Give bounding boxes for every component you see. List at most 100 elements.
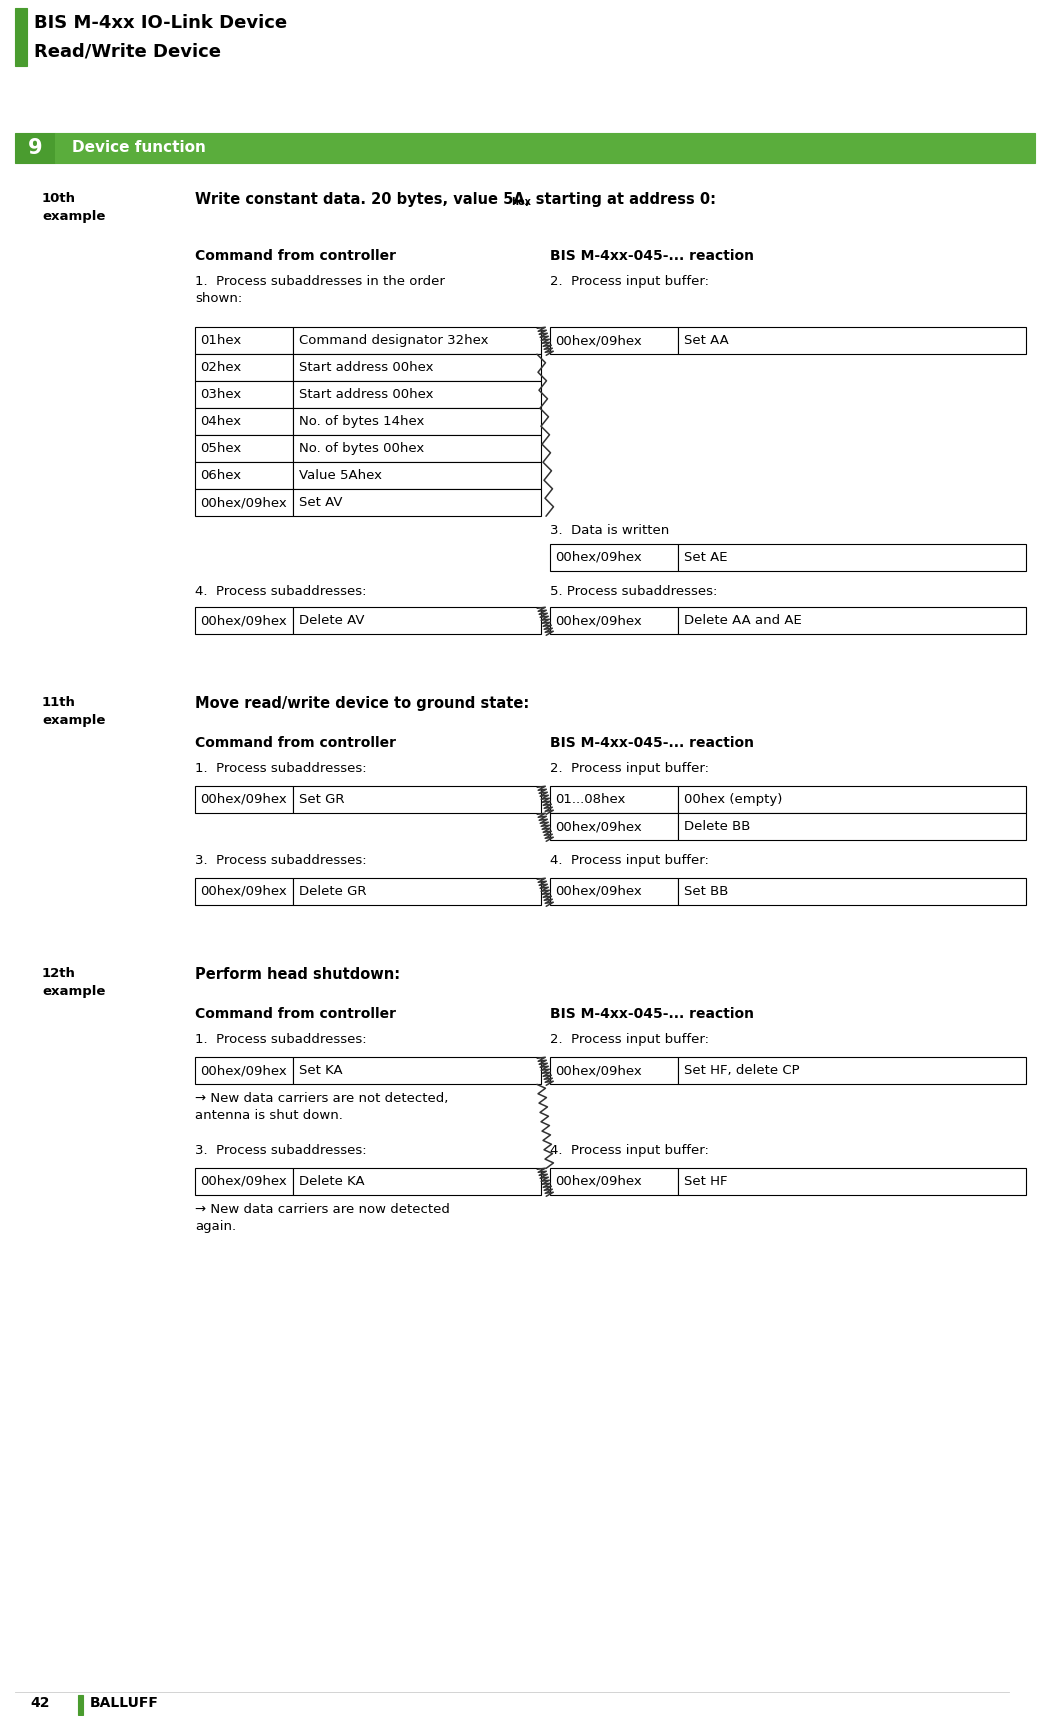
Text: example: example [42,985,105,999]
Bar [550,544,678,571]
Bar [678,813,1026,841]
Text: Set HF: Set HF [684,1175,728,1187]
Bar [196,408,293,434]
Text: 9: 9 [28,137,43,158]
Text: 3.  Data is written: 3. Data is written [550,523,670,537]
Bar [293,381,541,408]
Text: Delete AV: Delete AV [300,614,364,626]
Text: BIS M-4xx-045-... reaction: BIS M-4xx-045-... reaction [550,1007,754,1021]
Text: Set AA: Set AA [684,335,729,347]
Text: 2.  Process input buffer:: 2. Process input buffer: [550,762,709,776]
Text: 4.  Process subaddresses:: 4. Process subaddresses: [196,585,366,597]
Text: example: example [42,209,105,223]
Text: Set AE: Set AE [684,551,728,565]
Text: 00hex/09hex: 00hex/09hex [555,1064,642,1078]
Text: 06hex: 06hex [200,468,241,482]
Text: 11th: 11th [42,697,76,709]
Text: Delete AA and AE: Delete AA and AE [684,614,802,626]
Bar [293,1169,541,1194]
Text: Start address 00hex: Start address 00hex [300,360,434,374]
Text: 1.  Process subaddresses:: 1. Process subaddresses: [196,1033,367,1047]
Text: 1.  Process subaddresses in the order
shown:: 1. Process subaddresses in the order sho… [196,275,445,305]
Bar [196,1169,293,1194]
Bar [678,879,1026,904]
Bar [678,328,1026,353]
Bar [196,328,293,353]
Text: Set BB: Set BB [684,885,728,897]
Text: 42: 42 [30,1695,50,1711]
Bar [196,353,293,381]
Text: Read/Write Device: Read/Write Device [34,41,222,60]
Text: 4.  Process input buffer:: 4. Process input buffer: [550,855,709,867]
Text: Delete KA: Delete KA [300,1175,365,1187]
Text: 2.  Process input buffer:: 2. Process input buffer: [550,1033,709,1047]
Text: Set GR: Set GR [300,793,344,807]
Text: BIS M-4xx-045-... reaction: BIS M-4xx-045-... reaction [550,736,754,750]
Text: 3.  Process subaddresses:: 3. Process subaddresses: [196,1145,367,1157]
Bar [293,786,541,813]
Text: 00hex/09hex: 00hex/09hex [555,1175,642,1187]
Bar [293,408,541,434]
Text: No. of bytes 00hex: No. of bytes 00hex [300,443,424,455]
Bar [550,879,678,904]
Bar [293,353,541,381]
Bar [196,381,293,408]
Bar [550,328,678,353]
Bar [196,879,293,904]
Text: Command from controller: Command from controller [196,249,396,263]
Text: 00hex/09hex: 00hex/09hex [200,496,287,510]
Text: 00hex/09hex: 00hex/09hex [200,793,287,807]
Text: Command designator 32hex: Command designator 32hex [300,335,489,347]
Text: 10th: 10th [42,192,76,204]
Text: 00hex/09hex: 00hex/09hex [555,614,642,626]
Bar [678,607,1026,633]
Bar [550,1057,678,1085]
Text: 12th: 12th [42,968,76,980]
Bar [196,607,293,633]
Bar [550,607,678,633]
Text: Delete BB: Delete BB [684,820,751,832]
Text: 02hex: 02hex [200,360,241,374]
Text: 00hex (empty): 00hex (empty) [684,793,782,807]
Bar [15,134,55,163]
Text: BIS M-4xx IO-Link Device: BIS M-4xx IO-Link Device [34,14,287,33]
Text: 00hex/09hex: 00hex/09hex [200,614,287,626]
Text: Set KA: Set KA [300,1064,342,1078]
Bar [678,1057,1026,1085]
Bar [293,462,541,489]
Text: 00hex/09hex: 00hex/09hex [555,820,642,832]
Bar [678,544,1026,571]
Bar [293,879,541,904]
Bar [15,9,27,65]
Text: 01hex: 01hex [200,335,241,347]
Bar [196,462,293,489]
Text: 1.  Process subaddresses:: 1. Process subaddresses: [196,762,367,776]
Bar [78,1695,83,1714]
Bar [293,434,541,462]
Bar [550,813,678,841]
Bar [293,1057,541,1085]
Text: Command from controller: Command from controller [196,736,396,750]
Text: Value 5Ahex: Value 5Ahex [300,468,382,482]
Text: 05hex: 05hex [200,443,241,455]
Bar [293,607,541,633]
Text: 00hex/09hex: 00hex/09hex [200,1064,287,1078]
Text: 04hex: 04hex [200,415,241,427]
Bar [196,1057,293,1085]
Text: Set AV: Set AV [300,496,342,510]
Text: Set HF, delete CP: Set HF, delete CP [684,1064,800,1078]
Text: 00hex/09hex: 00hex/09hex [555,551,642,565]
Bar [550,1169,678,1194]
Text: 00hex/09hex: 00hex/09hex [555,335,642,347]
Text: 4.  Process input buffer:: 4. Process input buffer: [550,1145,709,1157]
Text: Move read/write device to ground state:: Move read/write device to ground state: [196,697,529,710]
Text: 00hex/09hex: 00hex/09hex [200,885,287,897]
Text: → New data carriers are not detected,
antenna is shut down.: → New data carriers are not detected, an… [196,1091,448,1122]
Text: BALLUFF: BALLUFF [90,1695,159,1711]
Text: 5. Process subaddresses:: 5. Process subaddresses: [550,585,718,597]
Text: 3.  Process subaddresses:: 3. Process subaddresses: [196,855,367,867]
Bar [678,1169,1026,1194]
Text: hex: hex [511,197,530,208]
Text: 01...08hex: 01...08hex [555,793,625,807]
Bar [678,786,1026,813]
